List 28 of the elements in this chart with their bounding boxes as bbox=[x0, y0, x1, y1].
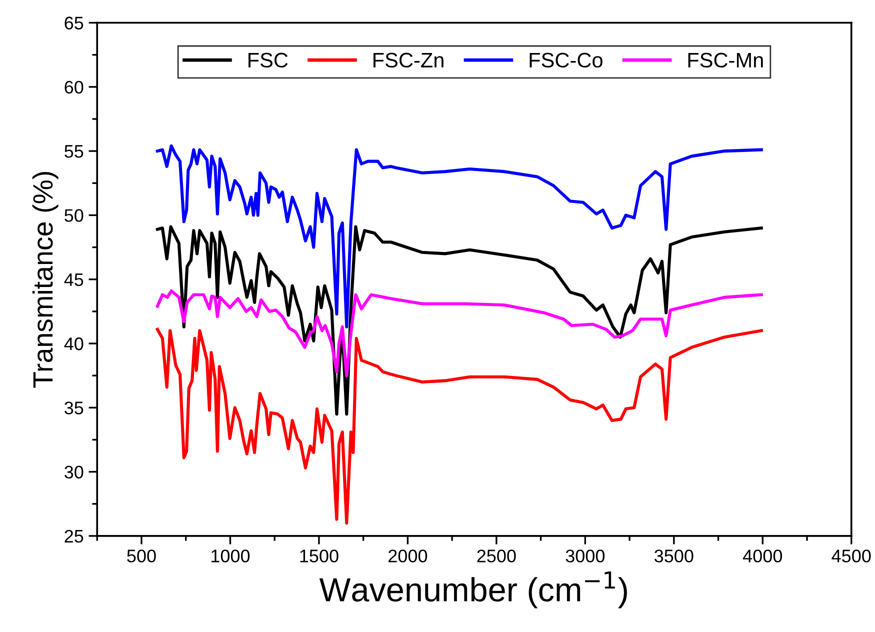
y-tick-label: 55 bbox=[64, 145, 84, 158]
y-axis-title: Transmitance (%) bbox=[32, 172, 58, 388]
x-tick-label: 500 bbox=[127, 550, 156, 562]
y-tick-label: 40 bbox=[64, 337, 84, 350]
legend-label: FSC-Co bbox=[530, 52, 602, 68]
y-tick-label: 30 bbox=[64, 466, 84, 479]
x-axis-title: Wavenumber (cm$^{−1}$) bbox=[319, 572, 627, 608]
x-tick-label: 1000 bbox=[212, 550, 250, 562]
y-tick-label: 35 bbox=[64, 402, 84, 414]
legend-label: FSC-Zn bbox=[374, 52, 444, 68]
x-tick-label: 2500 bbox=[477, 550, 516, 562]
legend-label: FSC bbox=[248, 52, 288, 68]
x-tick-label: 3500 bbox=[654, 550, 694, 562]
y-tick-label: 65 bbox=[64, 16, 84, 30]
x-tick-label: 4500 bbox=[832, 550, 871, 562]
x-tick-label: 3000 bbox=[566, 550, 605, 562]
x-tick-label: 4000 bbox=[742, 550, 782, 562]
y-tick-label: 50 bbox=[64, 209, 84, 222]
y-tick-label: 60 bbox=[64, 80, 84, 94]
y-tick-label: 25 bbox=[64, 530, 84, 543]
y-tick-label: 45 bbox=[64, 273, 84, 286]
line-series bbox=[156, 225, 763, 416]
x-tick-label: 1500 bbox=[300, 550, 338, 562]
line-series bbox=[156, 328, 763, 525]
line-series bbox=[156, 289, 763, 378]
x-tick-label: 2000 bbox=[388, 550, 428, 562]
line-series bbox=[156, 144, 763, 328]
legend-label: FSC-Mn bbox=[688, 52, 763, 68]
